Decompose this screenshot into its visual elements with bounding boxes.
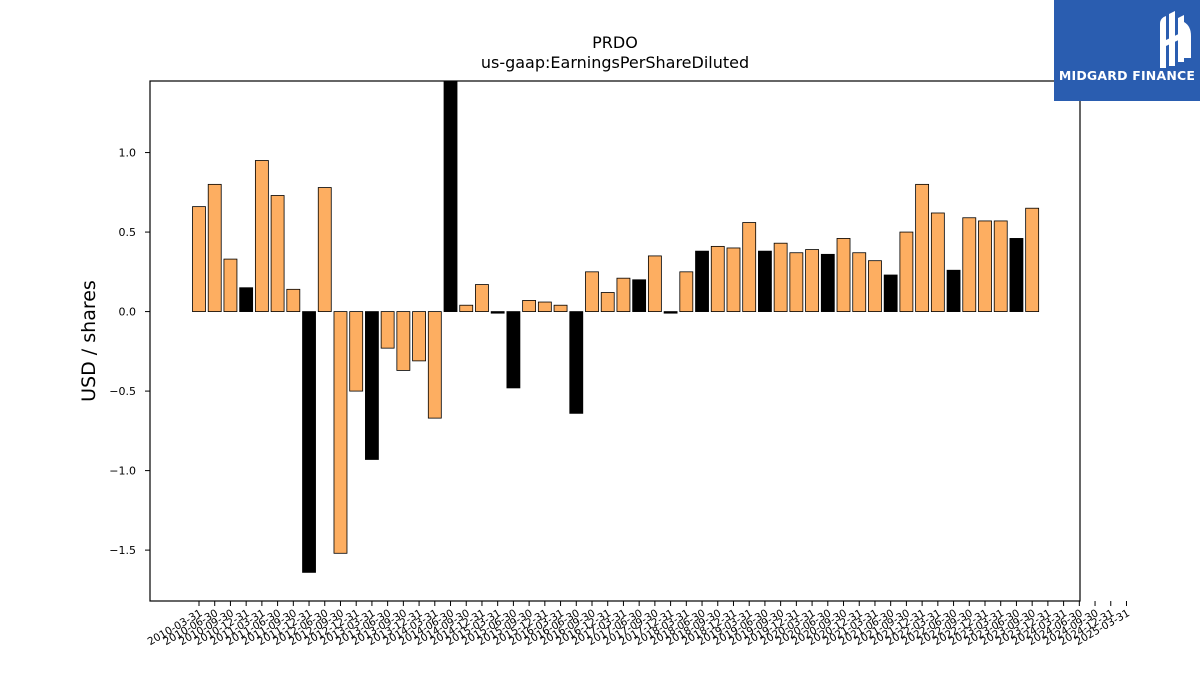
bar: [836, 238, 851, 312]
bar: [773, 242, 788, 312]
bar: [899, 231, 914, 312]
bar: [600, 292, 615, 312]
bar: [1009, 238, 1024, 312]
chart-title: PRDO: [592, 33, 638, 52]
bar: [742, 222, 757, 312]
bar: [962, 217, 977, 312]
bar: [647, 255, 662, 312]
bar: [868, 260, 882, 312]
bar: [396, 311, 411, 371]
bar: [317, 187, 332, 312]
bar: [710, 245, 725, 312]
bar: [1025, 207, 1040, 312]
y-tick-label: −0.5: [109, 385, 136, 398]
bar: [349, 311, 364, 392]
bar: [883, 274, 898, 312]
bar: [663, 311, 678, 314]
bar: [679, 271, 694, 312]
bar: [930, 212, 945, 312]
bar: [537, 301, 552, 312]
y-axis: −1.5 −1.0 −0.5 0.0 0.5 1.0: [109, 147, 150, 557]
bar: [820, 253, 835, 312]
y-tick-label: 0.5: [119, 226, 137, 239]
bar: [443, 80, 458, 312]
chart-subtitle: us-gaap:EarningsPerShareDiluted: [481, 53, 749, 72]
bar: [286, 288, 301, 312]
bar: [506, 311, 521, 389]
bar: [805, 249, 819, 312]
bar: [632, 279, 647, 312]
bar: [333, 311, 348, 554]
bar: [223, 258, 238, 312]
x-axis: 2010-03-312010-06-302010-09-302010-12-31…: [146, 601, 1132, 648]
bar: [695, 250, 709, 312]
bar: [553, 304, 568, 312]
bar: [207, 183, 222, 312]
brand-mark-icon: [1160, 11, 1191, 68]
bar: [852, 252, 867, 312]
bar: [365, 311, 379, 460]
bar: [585, 271, 599, 312]
bar: [726, 247, 741, 312]
bar: [522, 300, 537, 312]
bar: [915, 183, 930, 312]
bar: [490, 311, 505, 314]
bar: [380, 311, 395, 349]
bar: [459, 304, 474, 312]
y-tick-label: 0.0: [119, 306, 137, 319]
bar: [758, 250, 772, 312]
bar: [270, 195, 285, 312]
bar: [475, 284, 489, 312]
bar: [616, 277, 631, 312]
bar: [946, 269, 961, 312]
brand-name: MIDGARD FINANCE: [1058, 68, 1196, 83]
y-axis-label: USD / shares: [78, 280, 100, 402]
bar: [789, 252, 804, 312]
bar: [427, 311, 442, 419]
y-tick-label: 1.0: [119, 147, 137, 160]
bar: [239, 287, 254, 312]
bar: [192, 206, 206, 312]
y-tick-label: −1.0: [109, 465, 136, 478]
bar: [254, 160, 269, 312]
plot-frame: [149, 80, 1081, 602]
bar: [412, 311, 426, 362]
bars: [192, 80, 1040, 573]
bar: [569, 311, 584, 414]
y-tick-label: −1.5: [109, 544, 136, 557]
bar: [302, 311, 316, 573]
bar: [978, 220, 992, 312]
bar: [993, 220, 1008, 312]
brand-logo: MIDGARD FINANCE: [1054, 0, 1200, 101]
